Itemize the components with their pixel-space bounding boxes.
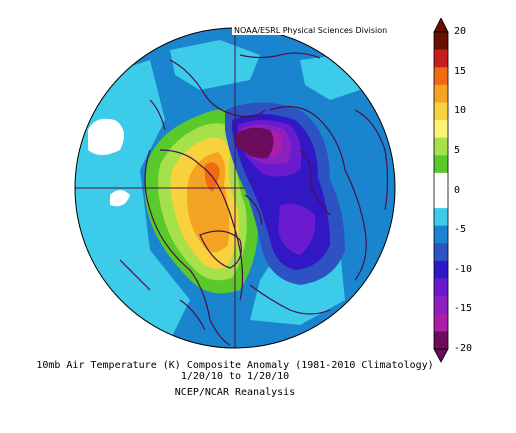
colorbar-tick-label: 5 — [454, 144, 461, 156]
colorbar-cell — [434, 243, 448, 262]
colorbar-tick-label: 10 — [454, 105, 467, 117]
colorbar-cell — [434, 208, 448, 227]
colorbar-cell — [434, 260, 448, 279]
anomaly-region-dark-purple — [234, 127, 274, 159]
colorbar-cell — [434, 84, 448, 103]
colorbar-tick-label: -20 — [454, 343, 473, 354]
colorbar-cell — [434, 67, 448, 86]
map-title: 10mb Air Temperature (K) Composite Anoma… — [36, 360, 434, 371]
colorbar-cell — [434, 32, 448, 50]
colorbar-cell — [434, 331, 448, 350]
colorbar-frame — [433, 31, 449, 350]
colorbar-tick-label: -5 — [454, 224, 467, 236]
colorbar-arrow-top — [433, 18, 449, 33]
colorbar-tick-label: 15 — [454, 65, 467, 77]
colorbar-tick-label: -10 — [454, 263, 473, 275]
colorbar-cell — [434, 102, 448, 121]
data-source: NCEP/NCAR Reanalysis — [174, 387, 296, 398]
colorbar-arrow-bottom — [433, 348, 449, 363]
anomaly-region-violet-south — [278, 203, 316, 255]
colorbar-cell — [434, 172, 448, 191]
colorbar-tick-label: -15 — [454, 303, 473, 315]
colorbar-cell — [434, 296, 448, 315]
colorbar-cell — [434, 278, 448, 297]
date-range: 1/20/10 to 1/20/10 — [180, 371, 290, 382]
colorbar-cell — [434, 190, 448, 209]
colorbar-tick-label: 0 — [454, 184, 461, 196]
colorbar-cell — [434, 49, 448, 68]
colorbar-cell — [434, 313, 448, 332]
continent-outlines — [119, 52, 389, 346]
colorbar-tick-label: 20 — [454, 26, 467, 37]
anomaly-region-white-2 — [110, 190, 130, 207]
colorbar-cell — [434, 225, 448, 244]
anomaly-region-white — [88, 118, 124, 155]
colorbar — [433, 18, 449, 363]
colorbar-cell — [434, 137, 448, 156]
colorbar-cell — [434, 120, 448, 138]
credit-label: NOAA/ESRL Physical Sciences Division — [232, 26, 390, 35]
colorbar-cell — [434, 155, 448, 174]
